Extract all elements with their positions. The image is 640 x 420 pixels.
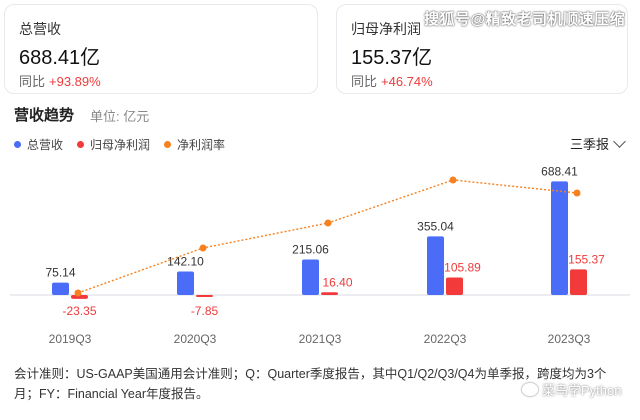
legend-dot-margin (164, 141, 172, 148)
bar-revenue-2019Q3 (52, 282, 69, 295)
x-tick-2020Q3: 2020Q3 (174, 332, 217, 346)
legend-dot-revenue (14, 141, 21, 148)
legend-dot-net-profit (77, 141, 85, 148)
legend-label-revenue: 总营收 (27, 138, 64, 152)
legend-item-net-profit[interactable]: 归母净利润 (77, 136, 150, 153)
revenue-card[interactable]: 总营收 688.41亿 同比 +93.89% (4, 4, 318, 94)
chevron-down-icon (613, 135, 626, 148)
legend-label-margin: 净利润率 (177, 138, 226, 152)
period-select[interactable]: 三季报 (570, 134, 626, 153)
bar-label-revenue-2022Q3: 355.04 (417, 219, 454, 233)
bar-net-profit-2023Q3 (570, 269, 587, 295)
period-select-value: 三季报 (570, 137, 610, 152)
revenue-trend-chart: 75.14 -23.35 2019Q3 142.10 -7.85 2020Q3 215.06… (10, 164, 630, 346)
point-net-margin-2019Q3 (74, 289, 82, 297)
x-tick-2023Q3: 2023Q3 (548, 332, 591, 346)
revenue-label: 总营收 (19, 21, 61, 37)
wechat-icon (522, 383, 538, 396)
section-title: 营收趋势 (14, 107, 75, 124)
bar-label-net-profit-2019Q3: -23.35 (62, 304, 96, 318)
bar-label-net-profit-2022Q3: 105.89 (444, 261, 481, 275)
legend-item-revenue[interactable]: 总营收 (14, 136, 63, 153)
bar-label-revenue-2019Q3: 75.14 (45, 266, 75, 280)
bar-label-revenue-2020Q3: 142.10 (167, 255, 204, 269)
unit-label: 单位: 亿元 (90, 109, 150, 124)
net-profit-card[interactable]: 归母净利润 155.37亿 同比 +46.74% (336, 4, 628, 94)
net-profit-label: 归母净利润 (351, 21, 421, 37)
bar-label-revenue-2021Q3: 215.06 (292, 243, 329, 257)
revenue-value: 688.41亿 (19, 47, 101, 69)
revenue-yoy-label: 同比 (19, 74, 46, 89)
bar-net-profit-2020Q3 (196, 295, 213, 297)
bar-label-revenue-2023Q3: 688.41 (541, 164, 578, 178)
bar-revenue-2020Q3 (177, 271, 194, 295)
revenue-yoy: 同比 +93.89% (19, 71, 101, 90)
bar-net-profit-2019Q3 (71, 295, 88, 299)
sohu-watermark: 搜狐号@精致老司机顺速压缩 (424, 11, 626, 28)
bar-label-net-profit-2023Q3: 155.37 (568, 252, 605, 266)
footnote: 会计准则：US-GAAP美国通用会计准则；Q：Quarter季度报告，其中Q1/… (14, 367, 607, 401)
bar-revenue-2021Q3 (302, 259, 319, 295)
wechat-watermark: 菜鸟学Python (522, 380, 621, 399)
x-tick-2022Q3: 2022Q3 (424, 332, 467, 346)
bar-revenue-2022Q3 (427, 236, 444, 295)
legend-item-margin[interactable]: 净利润率 (164, 136, 225, 153)
bar-net-profit-2022Q3 (446, 277, 463, 295)
legend-label-net-profit: 归母净利润 (90, 138, 151, 152)
x-tick-2021Q3: 2021Q3 (299, 332, 342, 346)
net-profit-yoy-value: +46.74% (381, 74, 433, 89)
bar-label-net-profit-2021Q3: 16.40 (322, 275, 352, 289)
net-profit-value: 155.37亿 (351, 47, 433, 69)
net-profit-yoy-label: 同比 (351, 74, 378, 89)
x-tick-2019Q3: 2019Q3 (49, 332, 92, 346)
bar-net-profit-2021Q3 (321, 292, 338, 295)
point-net-margin-2020Q3 (199, 244, 207, 252)
revenue-yoy-value: +93.89% (49, 74, 101, 89)
wechat-watermark-text: 菜鸟学Python (542, 383, 622, 398)
bar-label-net-profit-2020Q3: -7.85 (191, 304, 219, 318)
point-net-margin-2023Q3 (573, 189, 581, 197)
chart-legend: 总营收 归母净利润 净利润率 (14, 136, 225, 153)
net-profit-yoy: 同比 +46.74% (351, 71, 433, 90)
point-net-margin-2021Q3 (324, 219, 332, 227)
bar-revenue-2023Q3 (551, 181, 568, 295)
point-net-margin-2022Q3 (449, 176, 457, 184)
